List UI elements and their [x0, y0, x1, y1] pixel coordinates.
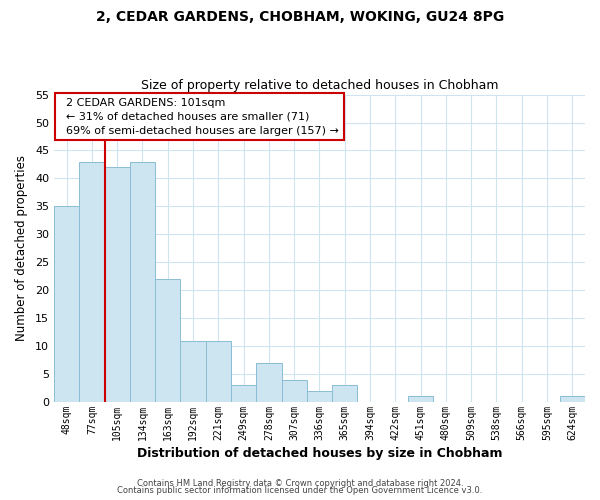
- Bar: [231, 386, 256, 402]
- Y-axis label: Number of detached properties: Number of detached properties: [15, 156, 28, 342]
- Text: Contains HM Land Registry data © Crown copyright and database right 2024.: Contains HM Land Registry data © Crown c…: [137, 478, 463, 488]
- Bar: [256, 363, 281, 402]
- Bar: [307, 391, 332, 402]
- Bar: [332, 386, 358, 402]
- X-axis label: Distribution of detached houses by size in Chobham: Distribution of detached houses by size …: [137, 447, 502, 460]
- Text: 2 CEDAR GARDENS: 101sqm
  ← 31% of detached houses are smaller (71)
  69% of sem: 2 CEDAR GARDENS: 101sqm ← 31% of detache…: [59, 98, 339, 136]
- Bar: [79, 162, 104, 402]
- Bar: [130, 162, 155, 402]
- Text: 2, CEDAR GARDENS, CHOBHAM, WOKING, GU24 8PG: 2, CEDAR GARDENS, CHOBHAM, WOKING, GU24 …: [96, 10, 504, 24]
- Bar: [181, 340, 206, 402]
- Bar: [281, 380, 307, 402]
- Bar: [560, 396, 585, 402]
- Bar: [206, 340, 231, 402]
- Bar: [155, 279, 181, 402]
- Text: Contains public sector information licensed under the Open Government Licence v3: Contains public sector information licen…: [118, 486, 482, 495]
- Bar: [54, 206, 79, 402]
- Bar: [104, 167, 130, 402]
- Bar: [408, 396, 433, 402]
- Title: Size of property relative to detached houses in Chobham: Size of property relative to detached ho…: [141, 79, 498, 92]
